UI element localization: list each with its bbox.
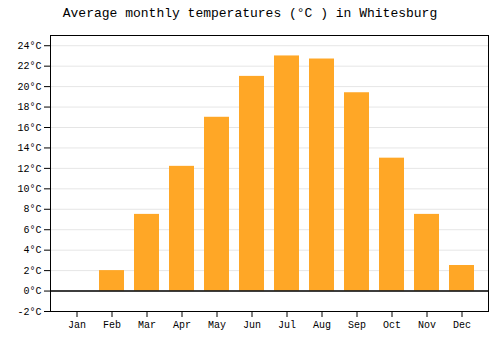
svg-text:16°C: 16°C	[17, 123, 41, 134]
html-text:Average monthly temperatures (: Average monthly temperatures (°C ) in Wh…	[62, 6, 438, 21]
svg-text:Sep: Sep	[348, 320, 366, 331]
svg-text:Apr: Apr	[173, 320, 191, 331]
svg-text:18°C: 18°C	[17, 102, 41, 113]
svg-text:22°C: 22°C	[17, 61, 41, 72]
svg-text:May: May	[208, 320, 226, 331]
svg-text:Jun: Jun	[243, 320, 261, 331]
svg-text:14°C: 14°C	[17, 143, 41, 154]
svg-text:Jul: Jul	[278, 320, 296, 331]
svg-text:6°C: 6°C	[23, 225, 41, 236]
svg-text:Aug: Aug	[313, 320, 331, 331]
svg-text:10°C: 10°C	[17, 184, 41, 195]
svg-text:8°C: 8°C	[23, 204, 41, 215]
svg-text:12°C: 12°C	[17, 164, 41, 175]
svg-text:20°C: 20°C	[17, 82, 41, 93]
svg-text:2°C: 2°C	[23, 266, 41, 277]
svg-text:Dec: Dec	[453, 320, 471, 331]
svg-text:-2°C: -2°C	[17, 307, 41, 318]
svg-text:Mar: Mar	[138, 320, 156, 331]
svg-text:Jan: Jan	[68, 320, 86, 331]
svg-text:0°C: 0°C	[23, 286, 41, 297]
svg-text:Nov: Nov	[418, 320, 436, 331]
svg-text:Feb: Feb	[103, 320, 121, 331]
svg-text:Oct: Oct	[383, 320, 401, 331]
svg-text:24°C: 24°C	[17, 41, 41, 52]
svg-text:4°C: 4°C	[23, 245, 41, 256]
